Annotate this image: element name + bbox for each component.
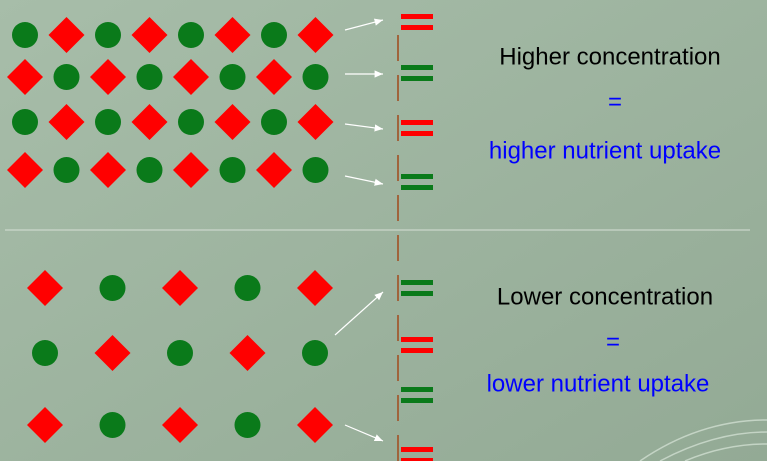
circle-particle: [54, 64, 80, 90]
circle-particle: [12, 22, 38, 48]
circle-particle: [303, 157, 329, 183]
channel: [401, 65, 433, 70]
circle-particle: [54, 157, 80, 183]
channel: [401, 76, 433, 81]
channel: [401, 131, 433, 136]
circle-particle: [302, 340, 328, 366]
circle-particle: [100, 275, 126, 301]
circle-particle: [220, 157, 246, 183]
channel: [401, 291, 433, 296]
channel: [401, 447, 433, 452]
upper-result: higher nutrient uptake: [489, 137, 721, 164]
circle-particle: [137, 157, 163, 183]
upper-label: Higher concentration: [499, 43, 720, 70]
circle-particle: [178, 109, 204, 135]
circle-particle: [12, 109, 38, 135]
circle-particle: [235, 412, 261, 438]
circle-particle: [261, 22, 287, 48]
upper-equals: =: [608, 88, 622, 115]
circle-particle: [32, 340, 58, 366]
channel: [401, 348, 433, 353]
lower-result: lower nutrient uptake: [487, 370, 710, 397]
circle-particle: [220, 64, 246, 90]
diagram: Higher concentration = higher nutrient u…: [0, 0, 767, 461]
circle-particle: [261, 109, 287, 135]
lower-equals: =: [606, 328, 620, 355]
channel: [401, 387, 433, 392]
circle-particle: [137, 64, 163, 90]
circle-particle: [178, 22, 204, 48]
circle-particle: [303, 64, 329, 90]
circle-particle: [100, 412, 126, 438]
circle-particle: [95, 22, 121, 48]
circle-particle: [235, 275, 261, 301]
channel: [401, 398, 433, 403]
channel: [401, 185, 433, 190]
channel: [401, 337, 433, 342]
circle-particle: [167, 340, 193, 366]
channel: [401, 25, 433, 30]
circle-particle: [95, 109, 121, 135]
channel: [401, 14, 433, 19]
channel: [401, 120, 433, 125]
channel: [401, 280, 433, 285]
lower-label: Lower concentration: [497, 283, 713, 310]
channel: [401, 174, 433, 179]
